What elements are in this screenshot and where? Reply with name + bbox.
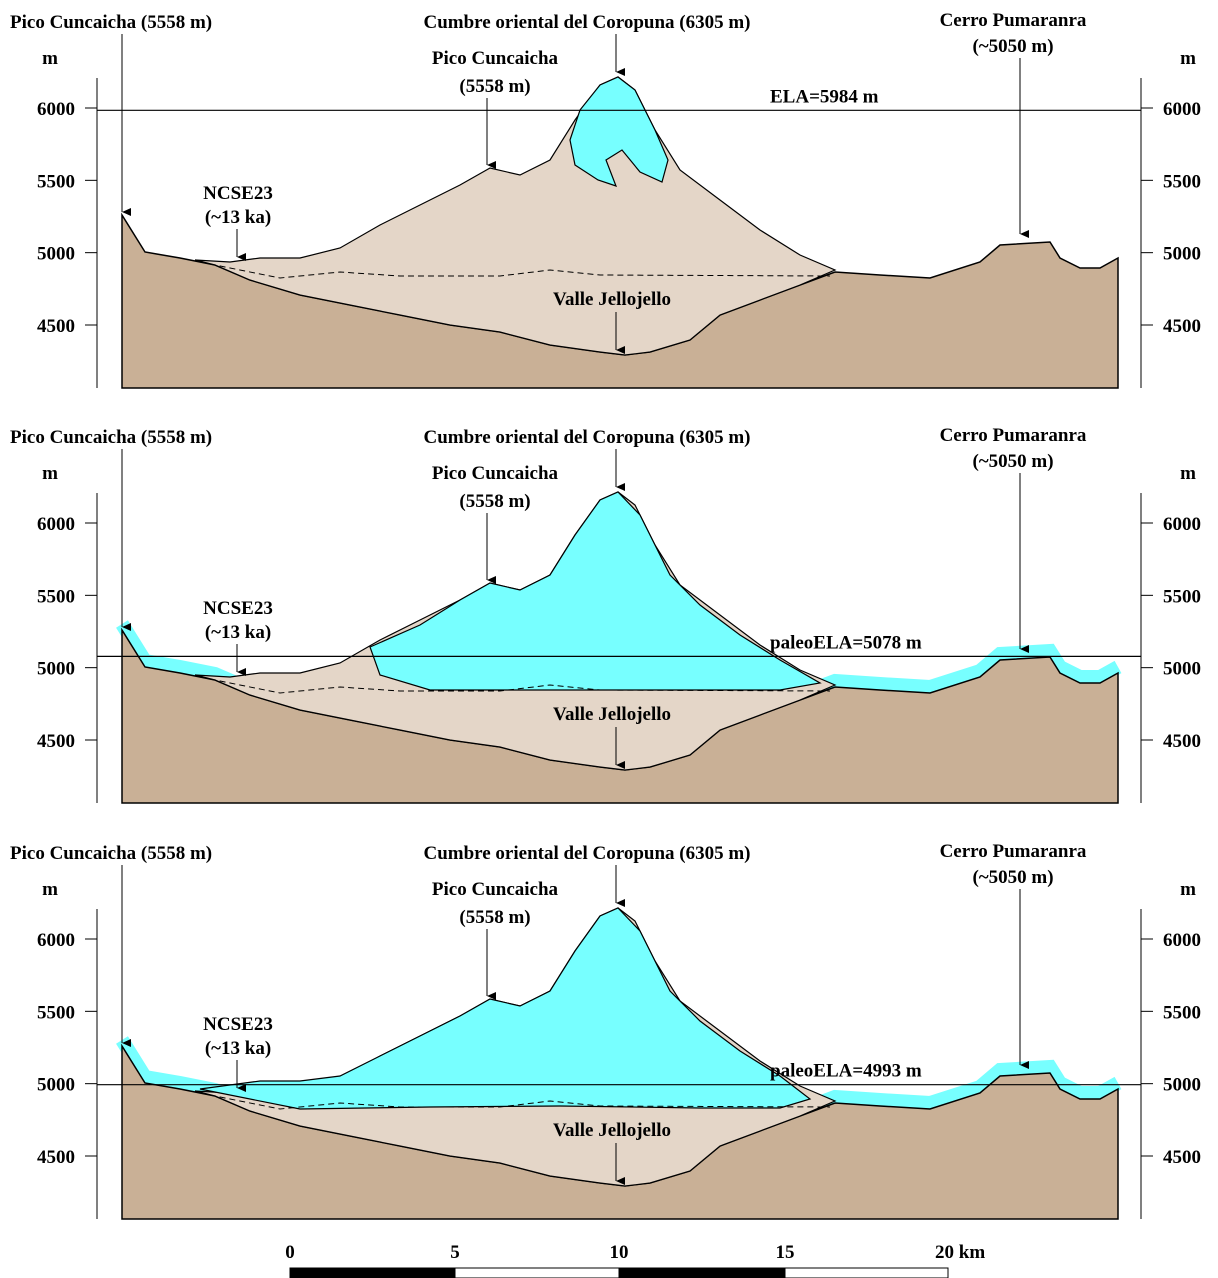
sample-label: (~13 ka) [205, 207, 271, 228]
tick-label: 6000 [1163, 99, 1201, 120]
unit: m [42, 48, 58, 69]
tick-label: 5000 [1163, 659, 1201, 680]
sample-label: NCSE23 [203, 1014, 273, 1035]
scale-label: 0 [285, 1242, 295, 1263]
glacier [200, 908, 810, 1109]
right-label: Cerro Pumaranra [940, 841, 1087, 862]
tick-label: 5500 [37, 1002, 75, 1023]
peak-label: (5558 m) [459, 907, 530, 928]
scale-segment [785, 1268, 948, 1278]
title-center: Cumbre oriental del Coropuna (6305 m) [423, 12, 750, 33]
peak-label: Pico Cuncaicha [432, 879, 559, 900]
title-left: Pico Cuncaicha (5558 m) [10, 427, 212, 448]
ela-label: paleoELA=5078 m [770, 632, 922, 653]
tick-label: 5500 [1163, 1002, 1201, 1023]
sample-label: NCSE23 [203, 598, 273, 619]
right-label: Cerro Pumaranra [940, 10, 1087, 31]
figure: 6000 6000 5500 5500 5000 5000 4500 4500 ELA=5984… [0, 0, 1218, 1278]
tick-label: 5000 [1163, 1075, 1201, 1096]
valley-label: Valle Jellojello [553, 704, 671, 725]
title-left: Pico Cuncaicha (5558 m) [10, 843, 212, 864]
tick-label: 5500 [1163, 586, 1201, 607]
scale-label: 15 [776, 1242, 795, 1263]
scale-label: 10 [610, 1242, 629, 1263]
tick-label: 5000 [1163, 244, 1201, 265]
right-label: (~5050 m) [972, 451, 1053, 472]
tick-label: 4500 [1163, 316, 1201, 337]
unit: m [42, 879, 58, 900]
tick-label: 4500 [37, 731, 75, 752]
title-center: Cumbre oriental del Coropuna (6305 m) [423, 427, 750, 448]
unit: m [1180, 48, 1196, 69]
tick-label: 5500 [37, 171, 75, 192]
tick-label: 4500 [37, 316, 75, 337]
scale-label: 20 km [935, 1242, 985, 1263]
valley-label: Valle Jellojello [553, 289, 671, 310]
sample-label: (~13 ka) [205, 1038, 271, 1059]
tick-label: 5500 [37, 586, 75, 607]
tick-label: 5000 [37, 1075, 75, 1096]
title-center: Cumbre oriental del Coropuna (6305 m) [423, 843, 750, 864]
cross-section: 6000 6000 5500 5500 5000 5000 4500 4500 paleoELA… [10, 425, 1201, 803]
right-label: (~5050 m) [972, 867, 1053, 888]
scale-segment [619, 1268, 785, 1278]
tick-label: 4500 [37, 1147, 75, 1168]
ela-label: paleoELA=4993 m [770, 1061, 922, 1082]
right-label: Cerro Pumaranra [940, 425, 1087, 446]
glacier [370, 492, 820, 690]
sample-label: (~13 ka) [205, 622, 271, 643]
unit: m [1180, 463, 1196, 484]
tick-label: 6000 [1163, 514, 1201, 535]
peak-label: (5558 m) [459, 76, 530, 97]
unit: m [42, 463, 58, 484]
cross-section: 6000 6000 5500 5500 5000 5000 4500 4500 paleoELA… [10, 841, 1201, 1219]
peak-label: Pico Cuncaicha [432, 463, 559, 484]
tick-label: 4500 [1163, 731, 1201, 752]
scale-label: 5 [450, 1242, 460, 1263]
scale-segment [290, 1268, 455, 1278]
tick-label: 4500 [1163, 1147, 1201, 1168]
right-label: (~5050 m) [972, 36, 1053, 57]
tick-label: 5500 [1163, 171, 1201, 192]
peak-label: Pico Cuncaicha [432, 48, 559, 69]
tick-label: 6000 [1163, 930, 1201, 951]
cross-section: 6000 6000 5500 5500 5000 5000 4500 4500 ELA=5984… [10, 10, 1201, 388]
peak-label: (5558 m) [459, 491, 530, 512]
tick-label: 6000 [37, 99, 75, 120]
sample-label: NCSE23 [203, 183, 273, 204]
scale-segment [455, 1268, 619, 1278]
tick-label: 6000 [37, 514, 75, 535]
unit: m [1180, 879, 1196, 900]
tick-label: 5000 [37, 659, 75, 680]
tick-label: 6000 [37, 930, 75, 951]
ela-label: ELA=5984 m [770, 86, 879, 107]
tick-label: 5000 [37, 244, 75, 265]
valley-label: Valle Jellojello [553, 1120, 671, 1141]
title-left: Pico Cuncaicha (5558 m) [10, 12, 212, 33]
